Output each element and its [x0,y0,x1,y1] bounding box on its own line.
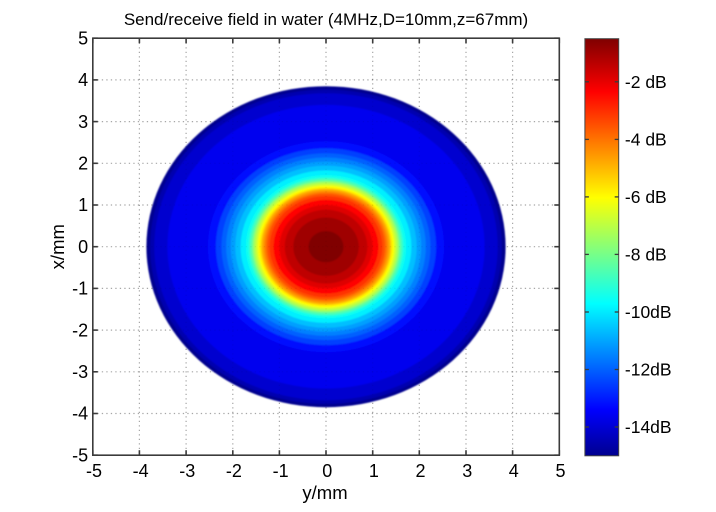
svg-text:5: 5 [78,28,88,48]
svg-text:-4: -4 [72,404,88,424]
svg-text:-8 dB: -8 dB [625,245,667,265]
svg-text:2: 2 [415,461,425,481]
svg-text:4: 4 [509,461,519,481]
svg-text:-2: -2 [226,461,242,481]
svg-text:-10dB: -10dB [625,302,672,322]
svg-text:3: 3 [462,461,472,481]
svg-text:3: 3 [78,112,88,132]
svg-text:-3: -3 [72,362,88,382]
svg-text:1: 1 [369,461,379,481]
svg-text:2: 2 [78,154,88,174]
svg-text:4: 4 [78,70,88,90]
svg-text:-2 dB: -2 dB [625,72,667,92]
svg-text:x/mm: x/mm [47,224,68,269]
svg-text:-1: -1 [273,461,289,481]
svg-text:Send/receive field in water (4: Send/receive field in water (4MHz,D=10mm… [124,10,528,29]
svg-text:-5: -5 [86,461,102,481]
svg-text:-6 dB: -6 dB [625,187,667,207]
svg-text:0: 0 [78,237,88,257]
svg-text:5: 5 [555,461,565,481]
svg-text:1: 1 [78,195,88,215]
svg-text:-12dB: -12dB [625,360,672,380]
svg-text:-5: -5 [72,445,88,465]
svg-text:y/mm: y/mm [302,482,347,503]
svg-text:0: 0 [322,461,332,481]
svg-text:-1: -1 [72,279,88,299]
svg-text:-14dB: -14dB [625,417,672,437]
svg-text:-4: -4 [133,461,149,481]
svg-text:-2: -2 [72,320,88,340]
svg-text:-4 dB: -4 dB [625,130,667,150]
svg-text:-3: -3 [179,461,195,481]
